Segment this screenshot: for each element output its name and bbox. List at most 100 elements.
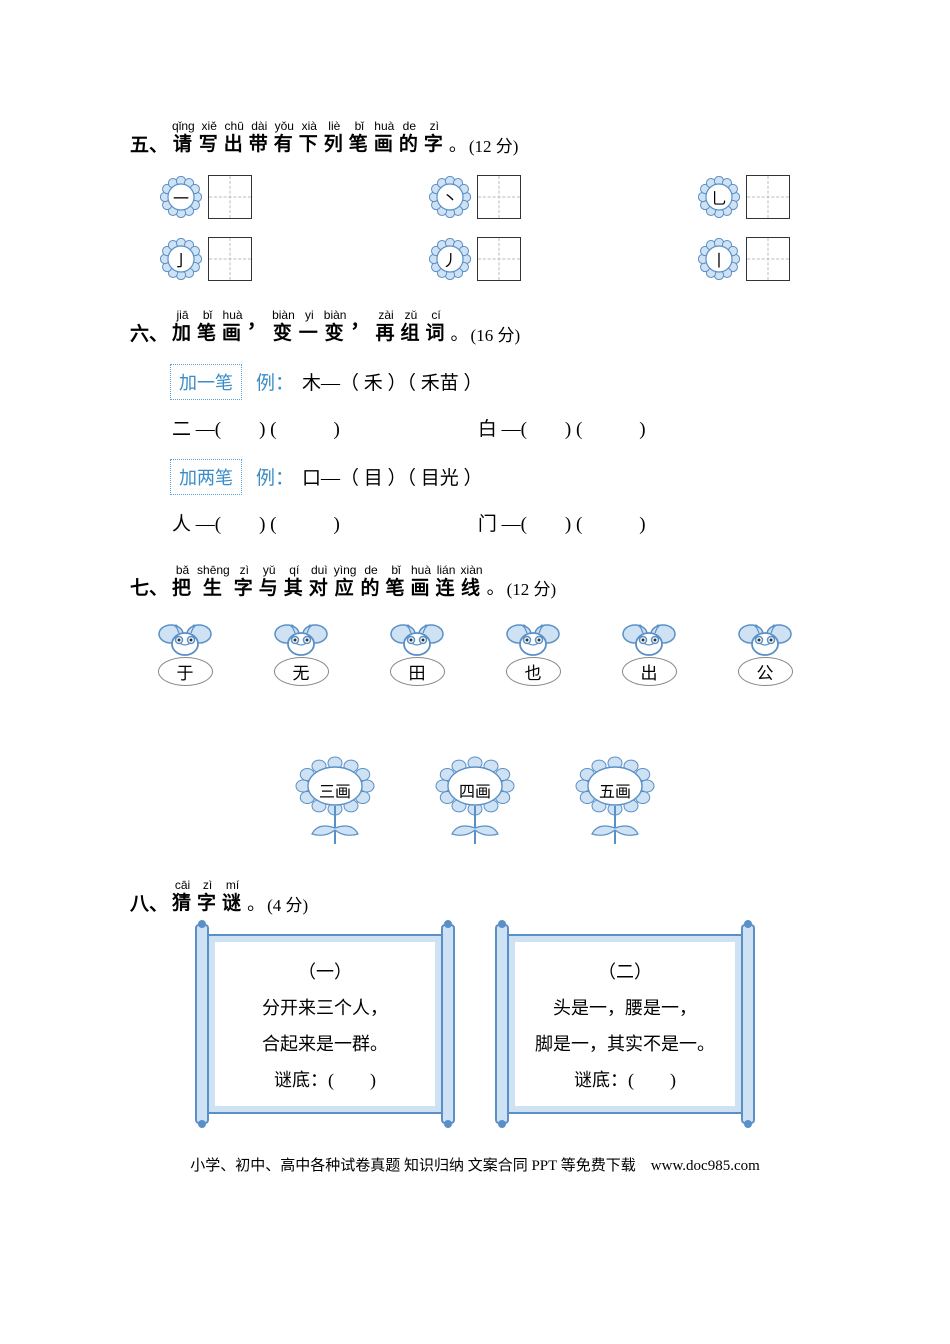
stroke-item: 丨 xyxy=(698,237,790,281)
flowers-row: 三画 四画 五画 xyxy=(130,756,820,851)
writing-grid[interactable] xyxy=(746,237,790,281)
heading-char: shēng生 xyxy=(197,564,230,601)
add-one-stroke-example: 加一笔 例： 木—（ 禾 ）（ 禾苗 ） xyxy=(170,364,820,400)
writing-grid[interactable] xyxy=(477,175,521,219)
heading-char: xiàn线 xyxy=(461,564,483,601)
stroke-item: 乚 xyxy=(698,175,790,219)
riddle-2-title: （二） xyxy=(525,954,725,990)
riddle-2-line-1: 头是一，腰是一， xyxy=(525,990,725,1026)
riddle-scrolls: （一） 分开来三个人， 合起来是一群。 谜底：( ) （二） 头是一，腰是一， … xyxy=(130,934,820,1114)
bee-item[interactable]: 无 xyxy=(256,618,346,686)
writing-grid[interactable] xyxy=(208,175,252,219)
example-2-text: 口—（ 目 ）（ 目光 ） xyxy=(302,463,483,490)
flower-icon: 乚 xyxy=(698,176,740,218)
heading-chars: jiā加bǐ笔huà画，biàn变yi一biàn变，zài再zǔ组cí词 xyxy=(170,309,449,346)
section-5: 五、 qǐng请xiě写chū出dài带yǒu有xià下liè列bǐ笔huà画d… xyxy=(130,120,820,281)
heading-char: biàn变 xyxy=(272,309,295,346)
heading-char: cí词 xyxy=(426,309,447,346)
heading-char: huà画 xyxy=(222,309,243,346)
example-1-text: 木—（ 禾 ）（ 禾苗 ） xyxy=(302,368,483,395)
section-number: 八、 xyxy=(130,889,168,916)
flower-label: 三画 xyxy=(319,778,351,802)
flower-icon: 丶 xyxy=(429,176,471,218)
section-number: 六、 xyxy=(130,319,168,346)
scroll-body: （二） 头是一，腰是一， 脚是一，其实不是一。 谜底：( ) xyxy=(507,934,743,1114)
heading-char: liè列 xyxy=(324,120,345,157)
section-7-heading: 七、 bǎ把shēng生zì字yǔ与qí其duì对yìng应de的bǐ笔huà画… xyxy=(130,564,820,601)
section-7: 七、 bǎ把shēng生zì字yǔ与qí其duì对yìng应de的bǐ笔huà画… xyxy=(130,564,820,852)
riddle-2-line-2: 脚是一，其实不是一。 xyxy=(525,1026,725,1062)
points: (12 分) xyxy=(469,132,519,157)
writing-grid[interactable] xyxy=(477,237,521,281)
fill-2a[interactable]: 人 —( ) ( ) xyxy=(172,509,340,536)
stroke-item: 亅 xyxy=(160,237,252,281)
heading-char: bǐ笔 xyxy=(386,564,407,601)
heading-char: yi一 xyxy=(299,309,320,346)
heading-char: xiě写 xyxy=(199,120,220,157)
heading-char: bǎ把 xyxy=(172,564,193,601)
flower-icon: 一 xyxy=(160,176,202,218)
bee-item[interactable]: 也 xyxy=(488,618,578,686)
scroll-rod-icon xyxy=(495,924,509,1124)
section-6: 六、 jiā加bǐ笔huà画，biàn变yi一biàn变，zài再zǔ组cí词 … xyxy=(130,309,820,536)
heading-char: ， xyxy=(350,309,371,346)
add-two-strokes-example: 加两笔 例： 口—（ 目 ）（ 目光 ） xyxy=(170,459,820,495)
riddle-1-answer[interactable]: 谜底：( ) xyxy=(225,1062,425,1098)
heading-char: jiā加 xyxy=(172,309,193,346)
bee-char: 无 xyxy=(274,657,329,686)
bee-char: 公 xyxy=(738,657,793,686)
section-8: 八、 cāi猜zì字mí谜 。 (4 分) （一） 分开来三个人， 合起来是一群… xyxy=(130,879,820,1114)
fill-2b[interactable]: 门 —( ) ( ) xyxy=(478,509,646,536)
bee-char: 出 xyxy=(622,657,677,686)
example-label: 例： xyxy=(256,463,294,490)
bee-char: 也 xyxy=(506,657,561,686)
writing-grid[interactable] xyxy=(746,175,790,219)
period: 。 xyxy=(451,320,469,346)
scroll-rod-icon xyxy=(441,924,455,1124)
points: (12 分) xyxy=(507,575,557,600)
stroke-item: 丶 xyxy=(429,175,521,219)
heading-char: qí其 xyxy=(284,564,305,601)
scroll-1: （一） 分开来三个人， 合起来是一群。 谜底：( ) xyxy=(195,934,455,1114)
bee-item[interactable]: 田 xyxy=(372,618,462,686)
flower-icon: 丨 xyxy=(698,238,740,280)
heading-chars: cāi猜zì字mí谜 xyxy=(170,879,245,916)
fill-1a[interactable]: 二 —( ) ( ) xyxy=(172,414,340,441)
flower-label: 五画 xyxy=(599,778,631,802)
heading-chars: bǎ把shēng生zì字yǔ与qí其duì对yìng应de的bǐ笔huà画liá… xyxy=(170,564,485,601)
flower-icon: 亅 xyxy=(160,238,202,280)
strokes-row-1: 一 丶 乚 xyxy=(160,175,790,219)
section-number: 五、 xyxy=(130,130,168,157)
riddle-1-line-2: 合起来是一群。 xyxy=(225,1026,425,1062)
heading-char: dài带 xyxy=(249,120,270,157)
heading-char: lián连 xyxy=(436,564,457,601)
bee-item[interactable]: 于 xyxy=(140,618,230,686)
heading-char: chū出 xyxy=(224,120,245,157)
stroke-item: 一 xyxy=(160,175,252,219)
period: 。 xyxy=(487,574,505,600)
heading-char: huà画 xyxy=(411,564,432,601)
scroll-rod-icon xyxy=(195,924,209,1124)
heading-char: de的 xyxy=(399,120,420,157)
riddle-2-answer[interactable]: 谜底：( ) xyxy=(525,1062,725,1098)
stroke-count-flower[interactable]: 三画 xyxy=(290,756,380,851)
points: (16 分) xyxy=(471,321,521,346)
heading-char: de的 xyxy=(360,564,381,601)
section-6-heading: 六、 jiā加bǐ笔huà画，biàn变yi一biàn变，zài再zǔ组cí词 … xyxy=(130,309,820,346)
stroke-count-flower[interactable]: 四画 xyxy=(430,756,520,851)
heading-char: ， xyxy=(247,309,268,346)
bee-item[interactable]: 出 xyxy=(604,618,694,686)
points: (4 分) xyxy=(267,891,308,916)
fill-row-1: 二 —( ) ( ) 白 —( ) ( ) xyxy=(172,414,820,441)
strokes-row-2: 亅 丿 丨 xyxy=(160,237,790,281)
heading-char: bǐ笔 xyxy=(197,309,218,346)
fill-1b[interactable]: 白 —( ) ( ) xyxy=(478,414,646,441)
bee-item[interactable]: 公 xyxy=(720,618,810,686)
heading-char: cāi猜 xyxy=(172,879,193,916)
heading-char: yìng应 xyxy=(334,564,357,601)
example-label: 例： xyxy=(256,368,294,395)
scroll-2: （二） 头是一，腰是一， 脚是一，其实不是一。 谜底：( ) xyxy=(495,934,755,1114)
scroll-rod-icon xyxy=(741,924,755,1124)
stroke-count-flower[interactable]: 五画 xyxy=(570,756,660,851)
writing-grid[interactable] xyxy=(208,237,252,281)
